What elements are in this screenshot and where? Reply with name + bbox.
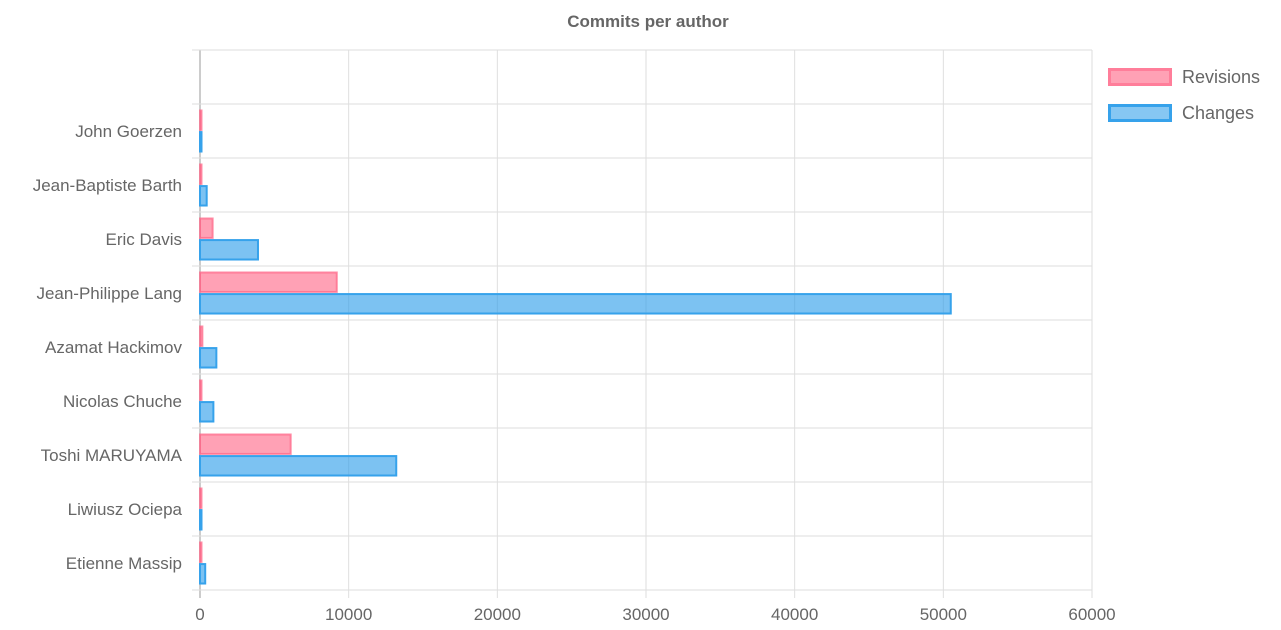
bar-changes — [199, 185, 208, 207]
x-tick-label: 10000 — [325, 605, 372, 624]
x-tick-label: 30000 — [622, 605, 669, 624]
bar-changes — [199, 293, 952, 315]
category-label: Liwiusz Ociepa — [68, 500, 183, 519]
bar-revisions — [199, 109, 203, 131]
bar-revisions — [199, 325, 204, 347]
legend: Revisions Changes — [1108, 66, 1260, 138]
legend-item-revisions[interactable]: Revisions — [1108, 66, 1260, 88]
bar-revisions — [199, 163, 203, 185]
bar-changes — [199, 401, 215, 423]
revisions-swatch — [1108, 68, 1172, 86]
bar-changes — [199, 563, 207, 585]
category-label: Eric Davis — [105, 230, 182, 249]
category-label: Etienne Massip — [66, 554, 182, 573]
changes-swatch — [1108, 104, 1172, 122]
bar-revisions — [199, 271, 338, 293]
category-label: Nicolas Chuche — [63, 392, 182, 411]
bar-changes — [199, 509, 203, 531]
legend-label-revisions: Revisions — [1182, 66, 1261, 87]
x-tick-label: 0 — [195, 605, 204, 624]
bar-revisions — [199, 541, 203, 563]
category-label: Jean-Philippe Lang — [36, 284, 182, 303]
legend-item-changes[interactable]: Changes — [1108, 102, 1260, 124]
chart-title: Commits per author — [567, 12, 729, 31]
bar-changes — [199, 347, 218, 369]
x-tick-label: 50000 — [920, 605, 967, 624]
bar-changes — [199, 131, 203, 153]
category-label: Azamat Hackimov — [45, 338, 182, 357]
category-label: John Goerzen — [75, 122, 182, 141]
category-label: Jean-Baptiste Barth — [33, 176, 182, 195]
category-label: Toshi MARUYAMA — [41, 446, 183, 465]
bar-revisions — [199, 379, 203, 401]
bar-changes — [199, 455, 398, 477]
x-tick-label: 60000 — [1068, 605, 1115, 624]
bar-revisions — [199, 217, 214, 239]
x-tick-label: 40000 — [771, 605, 818, 624]
bar-revisions — [199, 433, 292, 455]
bar-changes — [199, 239, 259, 261]
legend-label-changes: Changes — [1182, 102, 1255, 123]
x-tick-label: 20000 — [474, 605, 521, 624]
bar-revisions — [199, 487, 203, 509]
